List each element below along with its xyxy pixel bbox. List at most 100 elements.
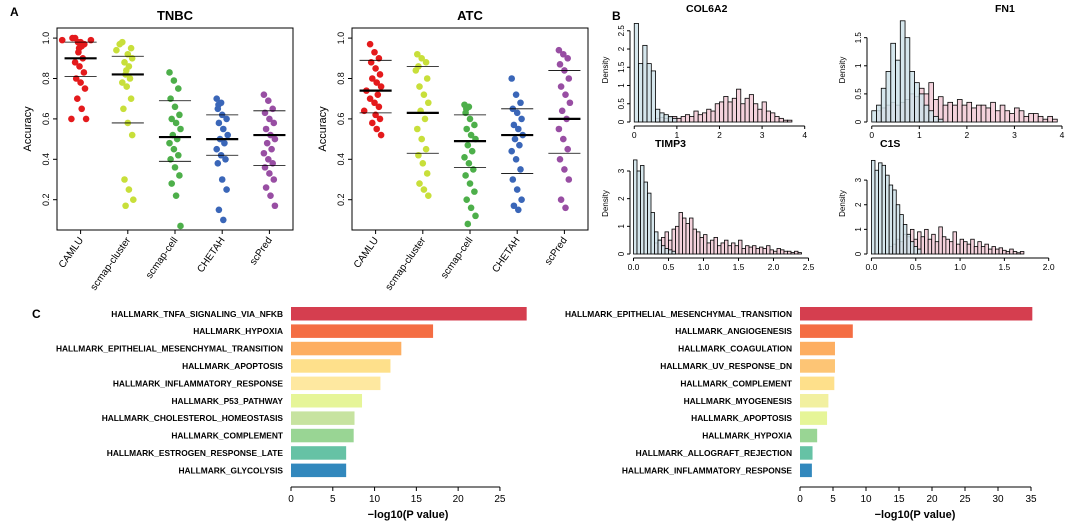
x-tick-label: 1.5: [998, 262, 1010, 272]
bar: [800, 463, 812, 478]
histogram-bar: [636, 170, 641, 255]
data-point: [116, 40, 123, 48]
data-point: [265, 156, 272, 163]
data-point: [58, 36, 66, 44]
histogram-bar: [752, 245, 757, 255]
histogram-bar: [693, 110, 699, 123]
y-tick-label: 1: [617, 224, 626, 229]
histogram-bar: [980, 246, 986, 255]
histogram-bar: [895, 204, 901, 255]
histogram-bar: [1052, 118, 1058, 123]
histogram-bar: [696, 231, 701, 255]
histogram-bar: [657, 239, 662, 255]
histogram-bar: [794, 250, 799, 255]
data-point: [271, 135, 279, 143]
bar: [291, 324, 434, 338]
x-tick-label: 0.0: [628, 262, 640, 272]
histogram-bar: [731, 97, 737, 123]
histogram-bar: [650, 212, 655, 255]
histogram-bar: [927, 238, 933, 255]
data-point: [562, 204, 569, 212]
histogram-bar: [991, 246, 996, 255]
x-tick-label: 1: [675, 130, 680, 140]
histogram-bar: [876, 104, 882, 123]
histogram-bar: [945, 238, 950, 255]
data-point: [127, 44, 135, 52]
category-label: HALLMARK_APOPTOSIS: [182, 361, 283, 371]
histogram-bar: [1014, 107, 1020, 123]
histogram-bar: [941, 236, 947, 255]
data-point: [120, 105, 127, 113]
histogram-bar: [980, 104, 987, 123]
histogram-bar: [924, 228, 929, 255]
histogram-bar: [675, 225, 680, 255]
data-point: [465, 160, 473, 167]
data-point: [557, 196, 565, 203]
category-label: HALLMARK_EPITHELIAL_MESENCHYMAL_TRANSITI…: [565, 309, 792, 319]
data-point: [172, 119, 180, 127]
data-point: [175, 85, 182, 92]
histogram-bar: [931, 233, 936, 255]
y-axis-label: Density: [838, 190, 847, 217]
histogram-bar: [723, 96, 729, 123]
histogram-bar: [895, 59, 901, 123]
bar: [291, 376, 381, 391]
histogram-bar: [753, 103, 759, 123]
data-point: [565, 75, 573, 82]
data-point: [560, 50, 567, 58]
data-point: [560, 135, 567, 143]
histogram-bar: [724, 239, 729, 255]
data-point: [462, 172, 469, 179]
x-tick-label: 1: [917, 130, 922, 140]
category-label: HALLMARK_COMPLEMENT: [171, 431, 284, 441]
data-point: [513, 186, 521, 193]
histogram-bar: [928, 110, 934, 123]
y-tick-label: 0: [854, 251, 863, 256]
data-point: [224, 131, 231, 139]
chart-title: TNBC: [157, 8, 194, 23]
y-tick-label: 1: [617, 83, 626, 88]
histogram-bar: [1002, 249, 1007, 255]
data-point: [81, 85, 89, 92]
data-point: [223, 186, 230, 193]
y-tick-label: 1: [854, 63, 863, 68]
histogram-bar: [885, 174, 890, 255]
data-point: [510, 121, 518, 129]
data-point: [82, 115, 90, 123]
histogram-bar: [714, 103, 720, 123]
histogram-bar: [787, 119, 793, 123]
x-tick-label: scmap-cell: [144, 235, 180, 280]
histogram-bar: [680, 116, 686, 123]
bar: [800, 307, 1033, 321]
data-point: [74, 95, 81, 102]
data-point: [464, 220, 472, 228]
y-tick-label: 2: [854, 202, 863, 207]
data-point: [512, 156, 520, 163]
histogram-bar: [1016, 252, 1021, 255]
data-point: [130, 196, 137, 203]
x-tick-label: 30: [992, 494, 1004, 505]
histogram-bar: [904, 37, 911, 123]
histogram-bar: [706, 108, 712, 123]
data-point: [421, 115, 429, 123]
category-label: HALLMARK_INFLAMMATORY_RESPONSE: [622, 465, 793, 475]
data-point: [171, 164, 179, 171]
data-point: [464, 141, 472, 149]
histogram-bar: [682, 217, 687, 255]
data-point: [215, 206, 223, 214]
histogram-col6a2: COL6A2 Density 0 0.5 1 1.5 2 2.5 0 1 2 3 4: [601, 3, 807, 140]
category-label: HALLMARK_P53_PATHWAY: [171, 396, 283, 406]
histogram-bar: [934, 241, 940, 255]
y-tick-label: 0.4: [41, 153, 51, 166]
data-point: [260, 91, 268, 98]
histogram-bar: [947, 101, 954, 123]
y-tick-label: 0.6: [336, 113, 346, 126]
data-point: [422, 59, 430, 66]
y-axis-label: Accuracy: [22, 106, 34, 152]
histogram-bar: [765, 110, 772, 123]
x-tick-label: 25: [959, 494, 971, 505]
x-tick-label: 2: [965, 130, 970, 140]
data-point: [221, 139, 228, 147]
histogram-bar: [899, 214, 904, 255]
data-point: [113, 46, 120, 54]
